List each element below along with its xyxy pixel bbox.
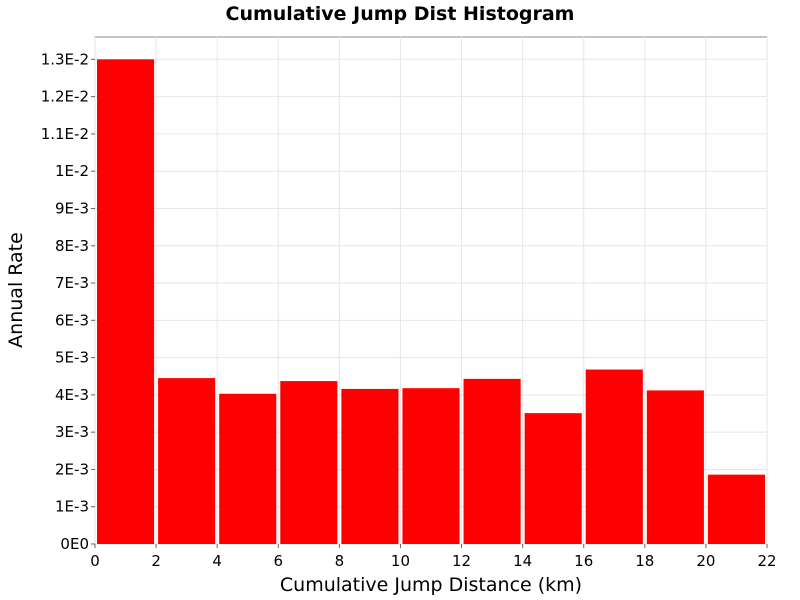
x-tick-label: 14	[513, 552, 532, 570]
x-tick-label: 22	[757, 552, 776, 570]
y-tick-label: 7E-3	[55, 274, 89, 292]
bar-10	[707, 474, 765, 544]
bar-7	[524, 413, 582, 544]
x-tick-label: 8	[335, 552, 345, 570]
x-tick-label: 10	[391, 552, 410, 570]
bar-6	[463, 378, 521, 544]
x-tick-label: 6	[273, 552, 283, 570]
bar-5	[402, 388, 460, 544]
y-tick-label: 5E-3	[55, 349, 89, 367]
x-tick-label: 18	[635, 552, 654, 570]
y-tick-label: 9E-3	[55, 199, 89, 217]
y-tick-label: 2E-3	[55, 460, 89, 478]
bar-1	[158, 378, 216, 544]
bar-8	[585, 369, 643, 544]
x-tick-label: 12	[452, 552, 471, 570]
y-axis-label: Annual Rate	[5, 232, 27, 348]
x-tick-label: 20	[696, 552, 715, 570]
y-tick-label: 3E-3	[55, 423, 89, 441]
bar-2	[219, 393, 277, 544]
bars	[97, 59, 765, 544]
bar-4	[341, 388, 399, 544]
y-tick-label: 8E-3	[55, 237, 89, 255]
y-axis-ticks: 0E0 1E-3 2E-3 3E-3 4E-3 5E-3 6E-3 7E-3 8E-3 9E-3 1…	[41, 50, 95, 553]
y-tick-label: 4E-3	[55, 386, 89, 404]
bar-0	[97, 59, 155, 544]
y-tick-label: 1.3E-2	[41, 50, 89, 68]
x-tick-label: 2	[151, 552, 161, 570]
x-axis-label: Cumulative Jump Distance (km)	[280, 574, 582, 596]
chart-title: Cumulative Jump Dist Histogram	[226, 3, 575, 25]
y-tick-label: 6E-3	[55, 311, 89, 329]
x-axis-ticks: 0 2 4 6 8 10 12 14 16 18 20 22	[90, 544, 777, 570]
y-tick-label: 0E0	[60, 535, 89, 553]
x-tick-label: 4	[212, 552, 222, 570]
y-tick-label: 1E-3	[55, 498, 89, 516]
y-tick-label: 1E-2	[55, 162, 89, 180]
x-tick-label: 0	[90, 552, 100, 570]
bar-3	[280, 381, 338, 544]
bar-9	[646, 390, 704, 544]
y-tick-label: 1.1E-2	[41, 125, 89, 143]
y-tick-label: 1.2E-2	[41, 88, 89, 106]
x-tick-label: 16	[574, 552, 593, 570]
